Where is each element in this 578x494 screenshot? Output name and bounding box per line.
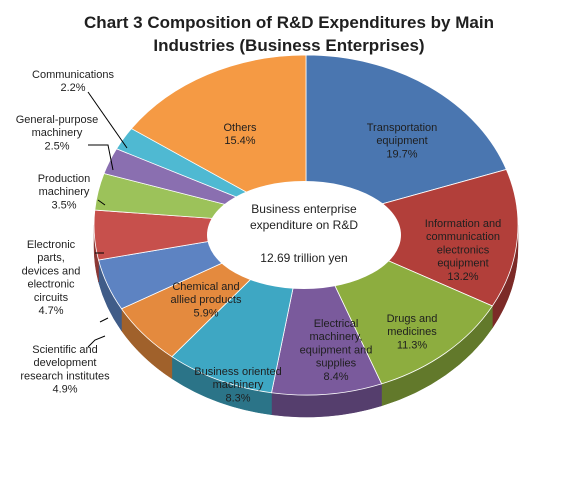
- center-label-line-1: Business enterprise: [251, 202, 357, 216]
- slice-label-line: equipment: [376, 135, 427, 147]
- center-total: 12.69 trillion yen: [260, 251, 347, 265]
- slice-label-line: devices and: [22, 265, 81, 277]
- slice-label-line: circuits: [34, 292, 69, 304]
- chart-title: Chart 3 Composition of R&D Expenditures …: [84, 13, 494, 55]
- slice-label-line: Electronic: [27, 239, 76, 251]
- slice-value-label: 8.3%: [225, 392, 250, 404]
- slice-label-line: Electrical: [314, 318, 359, 330]
- center-label-line-2: expenditure on R&D: [250, 218, 358, 232]
- slice-label-line: machinery,: [310, 331, 363, 343]
- chart-title-line-1: Chart 3 Composition of R&D Expenditures …: [84, 13, 494, 32]
- slice-label-line: Communications: [32, 69, 114, 81]
- slice-value-label: 4.7%: [38, 305, 63, 317]
- slice-value-label: 2.2%: [60, 82, 85, 94]
- slice-others: [130, 54, 307, 226]
- slice-label-line: machinery: [32, 127, 83, 139]
- slice-label-line: medicines: [387, 326, 437, 338]
- slice-label-line: Scientific and: [32, 344, 97, 356]
- leader-line-3: [97, 199, 106, 206]
- slice-value-label: 2.5%: [44, 140, 69, 152]
- slice-value-label: 3.5%: [51, 199, 76, 211]
- slice-value-label: 4.9%: [52, 384, 77, 396]
- slice-label-line: machinery: [213, 379, 264, 391]
- leader-line-2: [88, 144, 114, 171]
- slice-label-line: electronic: [27, 279, 75, 291]
- center-hole: [207, 181, 401, 289]
- leader-line-1: [87, 91, 128, 149]
- slice-label-line: Information and: [425, 218, 501, 230]
- chart-title-line-2: Industries (Business Enterprises): [153, 36, 424, 55]
- slice-label-line: development: [34, 357, 97, 369]
- slice-label-line: supplies: [316, 358, 357, 370]
- center-label: Business enterprise expenditure on R&D 1…: [250, 202, 358, 265]
- slice-value-label: 11.3%: [397, 339, 428, 351]
- slice-label-line: Production: [38, 173, 91, 185]
- slice-label-line: equipment: [437, 258, 488, 270]
- slice-label-line: General-purpose: [16, 114, 99, 126]
- leader-line-6: [87, 335, 106, 348]
- slice-label-line: research institutes: [20, 370, 110, 382]
- center-hole-shape: [207, 181, 401, 289]
- slice-label-line: Transportation: [367, 122, 438, 134]
- slice-value-label: 15.4%: [224, 135, 255, 147]
- slice-label-line: Others: [223, 122, 257, 134]
- slice-value-label: 13.2%: [447, 271, 478, 283]
- leader-line-5: [99, 317, 109, 323]
- slice-label-line: allied products: [171, 294, 242, 306]
- slice-value-label: 8.4%: [323, 371, 348, 383]
- slice-label-line: electronics: [437, 244, 490, 256]
- slice-value-label: 5.9%: [193, 307, 218, 319]
- slice-value-label: 19.7%: [386, 148, 417, 160]
- slice-information-and-communication-electronics-equipment: [304, 168, 519, 307]
- slice-label-line: communication: [426, 231, 500, 243]
- slice-label-line: Business oriented: [194, 366, 281, 378]
- slice-label-line: Drugs and: [387, 313, 438, 325]
- leader-lines: [87, 91, 128, 348]
- slice-label-line: machinery: [39, 186, 90, 198]
- slice-labels: Transportationequipment19.7%Information …: [16, 69, 502, 404]
- slice-transportation-equipment: [305, 54, 507, 226]
- slice-label-line: parts,: [37, 252, 65, 264]
- slice-label-line: equipment and: [300, 344, 373, 356]
- slice-label-line: Chemical and: [172, 281, 239, 293]
